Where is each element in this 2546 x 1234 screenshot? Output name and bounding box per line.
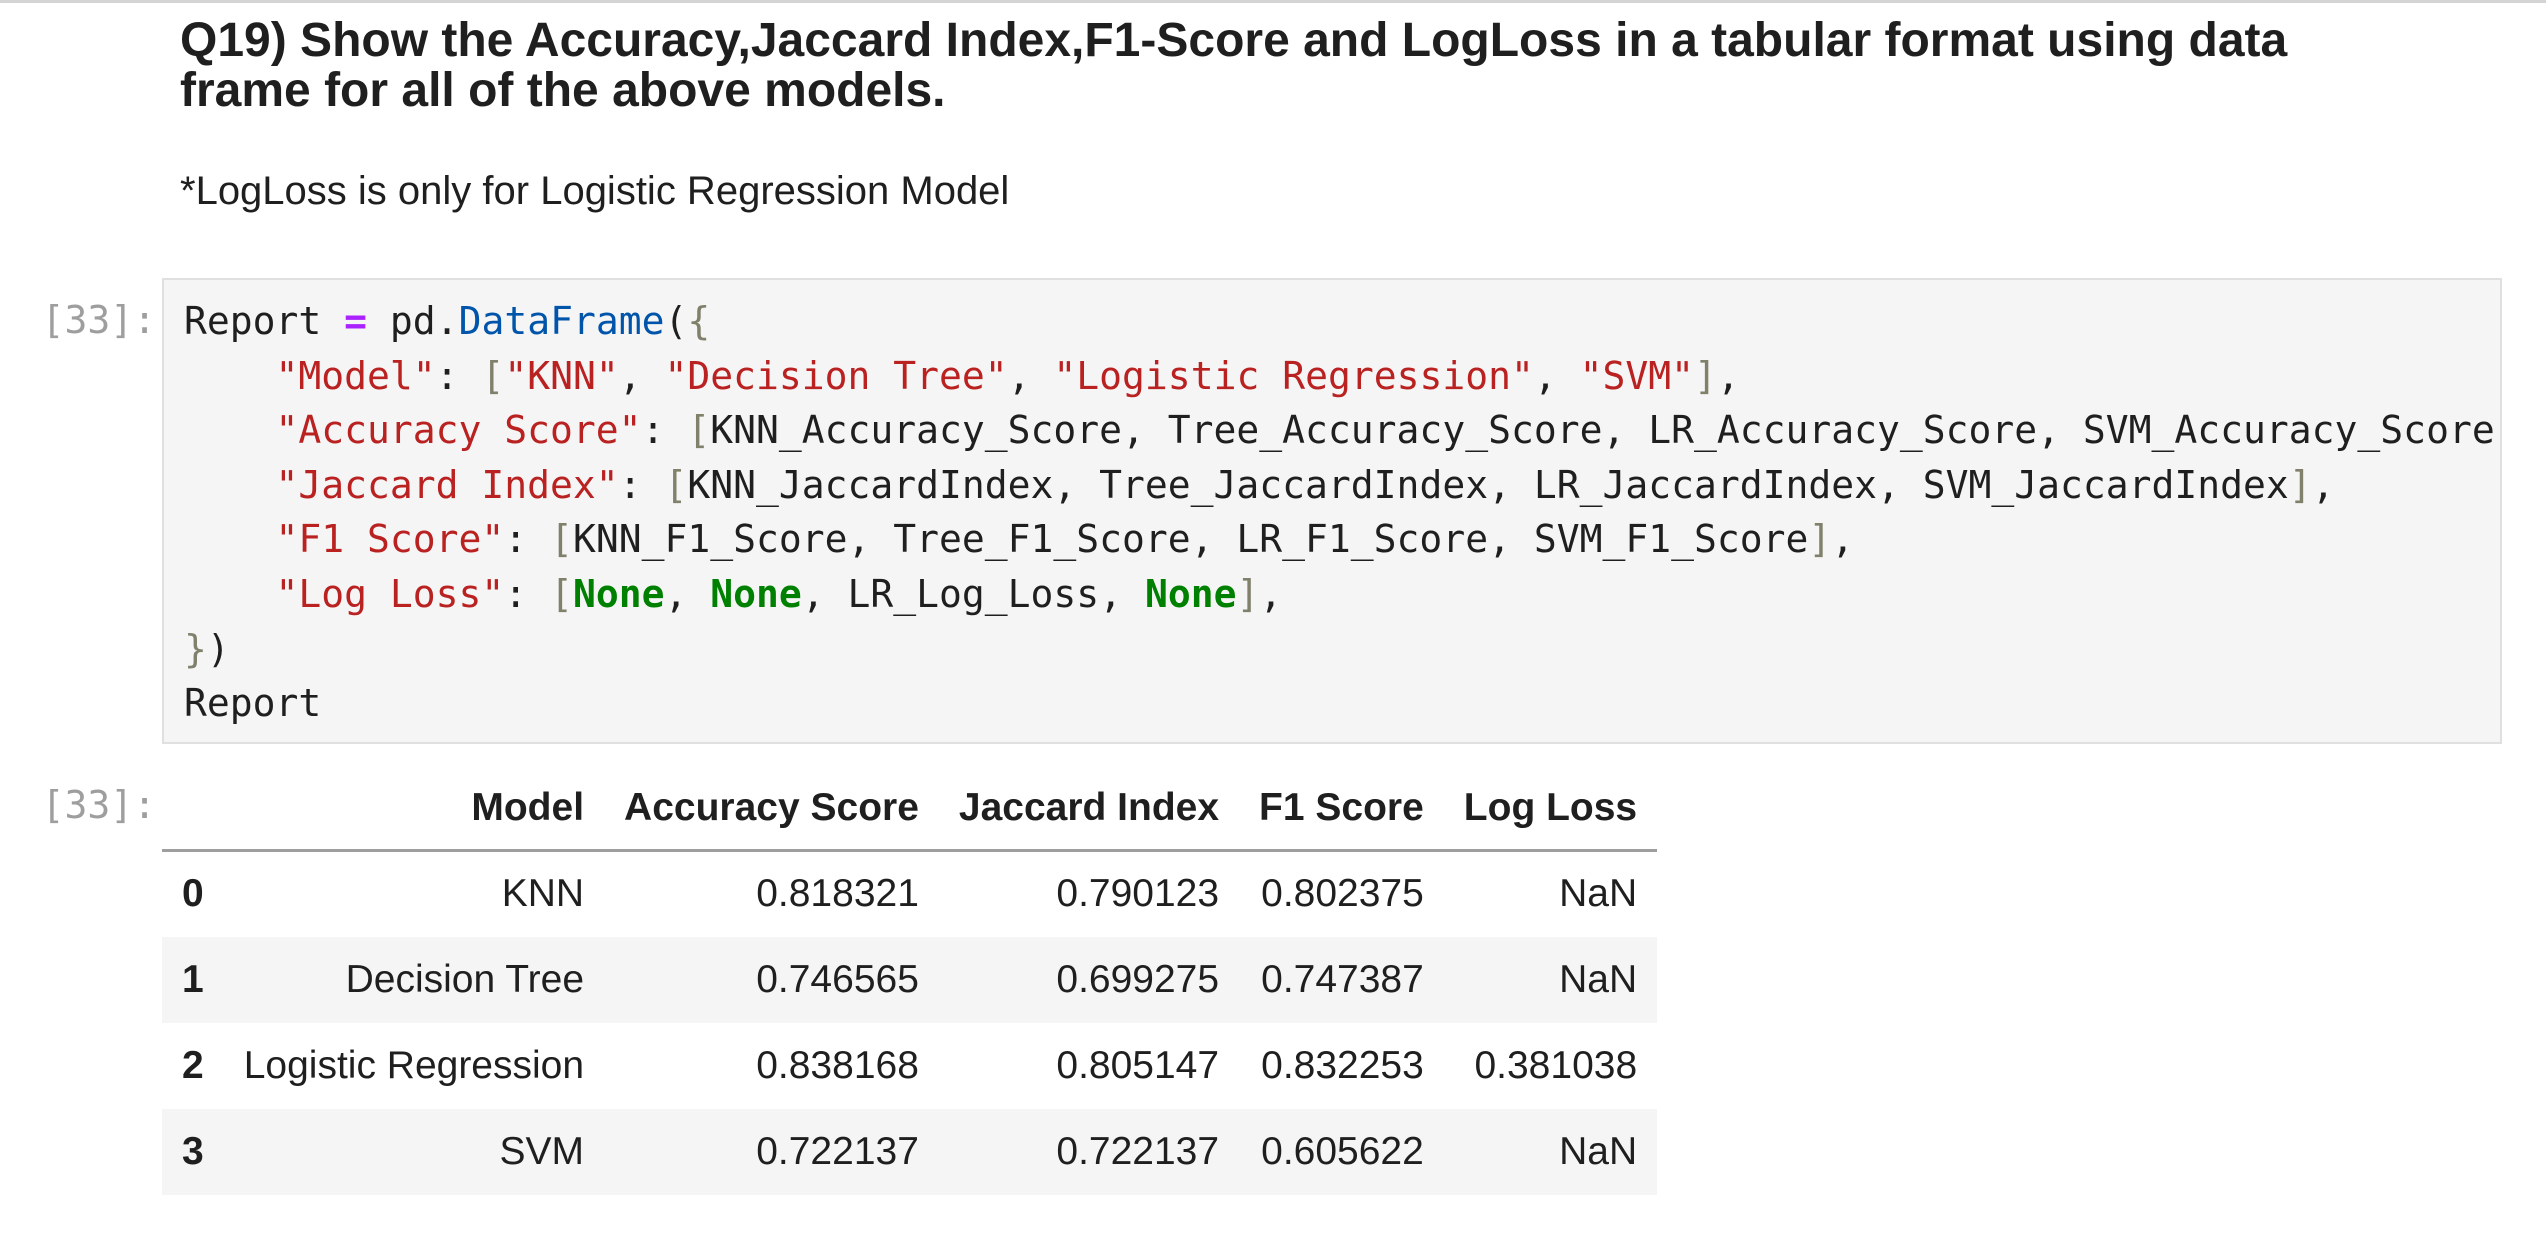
cell-model: SVM — [499, 1129, 585, 1173]
column-header-index — [162, 767, 224, 852]
table-row: 3 SVM 0.722137 0.722137 0.605622 NaN — [162, 1108, 1658, 1195]
cell-model: Decision Tree — [345, 957, 585, 1001]
cell-logloss: NaN — [1559, 1129, 1638, 1173]
cell-logloss: NaN — [1559, 872, 1638, 916]
report-table: Model Accuracy Score Jaccard Index F1 Sc… — [162, 767, 1658, 1195]
code-line-2: "Model": ["KNN", "Decision Tree", "Logis… — [275, 353, 1740, 398]
input-prompt: [33]: — [41, 298, 156, 342]
cell-accuracy: 0.722137 — [756, 1129, 919, 1173]
cell-jaccard: 0.790123 — [1056, 872, 1220, 916]
code-line-4: "Jaccard Index": [KNN_JaccardIndex, Tree… — [275, 462, 2335, 507]
column-header-model: Model — [223, 767, 605, 852]
code-line-5: "F1 Score": [KNN_F1_Score, Tree_F1_Score… — [275, 517, 1855, 562]
cell-f1: 0.832253 — [1261, 1043, 1424, 1087]
cell-accuracy: 0.838168 — [756, 1043, 919, 1087]
column-header-accuracy: Accuracy Score — [604, 767, 939, 852]
code-line-8: Report — [184, 681, 322, 726]
cell-jaccard: 0.722137 — [1056, 1129, 1220, 1173]
output-prompt: [33]: — [41, 783, 156, 827]
cell-model: KNN — [501, 872, 585, 916]
row-index: 3 — [182, 1129, 204, 1173]
dataframe-output: Model Accuracy Score Jaccard Index F1 Sc… — [162, 767, 1658, 1195]
code-line-7: }) — [184, 626, 230, 671]
column-header-f1: F1 Score — [1239, 767, 1444, 852]
cell-logloss: NaN — [1559, 957, 1638, 1001]
code-line-6: "Log Loss": [None, None, LR_Log_Loss, No… — [275, 571, 1283, 616]
table-row: 1 Decision Tree 0.746565 0.699275 0.7473… — [162, 936, 1658, 1023]
top-divider — [0, 0, 2546, 3]
table-header-row: Model Accuracy Score Jaccard Index F1 Sc… — [162, 767, 1658, 852]
row-index: 2 — [182, 1043, 204, 1087]
cell-f1: 0.747387 — [1261, 957, 1424, 1001]
code-line-1: Report = pd.DataFrame({ — [184, 299, 711, 343]
cell-jaccard: 0.805147 — [1056, 1043, 1220, 1087]
cell-f1: 0.605622 — [1261, 1129, 1424, 1173]
row-index: 0 — [182, 872, 204, 916]
markdown-cell[interactable]: Q19) Show the Accuracy,Jaccard Index,F1-… — [180, 14, 2480, 214]
logloss-note: *LogLoss is only for Logistic Regression… — [180, 169, 1010, 213]
table-row: 0 KNN 0.818321 0.790123 0.802375 NaN — [162, 851, 1657, 937]
cell-model: Logistic Regression — [243, 1043, 585, 1087]
cell-logloss: 0.381038 — [1474, 1043, 1638, 1087]
column-header-logloss: Log Loss — [1443, 767, 1658, 852]
table-row: 2 Logistic Regression 0.838168 0.805147 … — [162, 1023, 1657, 1109]
cell-accuracy: 0.746565 — [756, 957, 919, 1001]
code-cell-editor[interactable]: Report = pd.DataFrame({ "Model": ["KNN",… — [162, 278, 2502, 744]
column-header-jaccard: Jaccard Index — [938, 767, 1240, 852]
cell-accuracy: 0.818321 — [756, 872, 919, 916]
cell-f1: 0.802375 — [1261, 872, 1424, 916]
code-line-3: "Accuracy Score": [KNN_Accuracy_Score, T… — [275, 408, 2500, 453]
question-heading: Q19) Show the Accuracy,Jaccard Index,F1-… — [180, 14, 2288, 117]
cell-jaccard: 0.699275 — [1056, 957, 1220, 1001]
code-text: Report = pd.DataFrame({ "Model": ["KNN",… — [184, 294, 2500, 731]
row-index: 1 — [182, 957, 204, 1001]
